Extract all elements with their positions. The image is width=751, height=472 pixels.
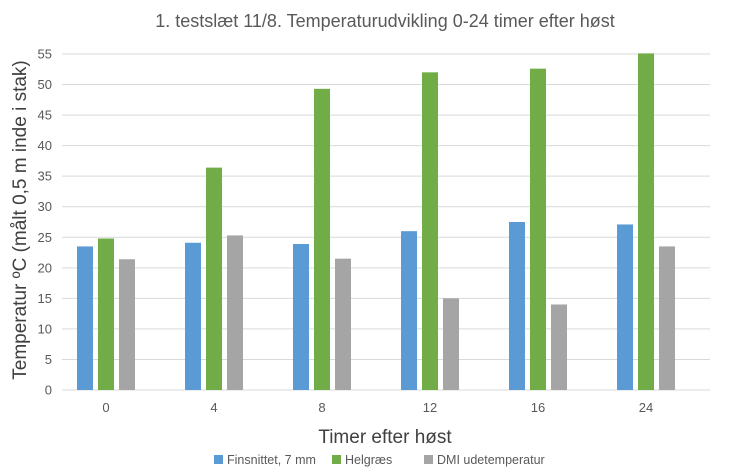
x-tick-label: 12 bbox=[423, 400, 437, 415]
y-tick-label: 0 bbox=[45, 383, 52, 398]
gridlines bbox=[62, 53, 710, 391]
bar-dmi-udetemperatur-16 bbox=[551, 304, 567, 390]
bar-dmi-udetemperatur-24 bbox=[659, 246, 675, 390]
y-tick-label: 30 bbox=[38, 199, 52, 214]
bar-helgræs-16 bbox=[530, 68, 546, 391]
bar-dmi-udetemperatur-4 bbox=[227, 235, 243, 390]
y-tick-label: 45 bbox=[38, 108, 52, 123]
bar-dmi-udetemperatur-12 bbox=[443, 298, 459, 390]
bar-helgræs-24 bbox=[638, 53, 654, 390]
y-tick-label: 5 bbox=[45, 352, 52, 367]
x-tick-label: 16 bbox=[531, 400, 545, 415]
y-axis-title: Temperatur ºC (målt 0,5 m inde i stak) bbox=[10, 60, 31, 379]
y-tick-label: 15 bbox=[38, 291, 52, 306]
y-tick-label: 35 bbox=[38, 169, 52, 184]
bar-dmi-udetemperatur-8 bbox=[335, 258, 351, 390]
legend: Finsnittet, 7 mm Helgræs DMI udetemperatur bbox=[214, 453, 545, 467]
x-tick-label: 8 bbox=[318, 400, 325, 415]
chart-title: 1. testslæt 11/8. Temperaturudvikling 0-… bbox=[155, 11, 615, 31]
x-tick-label: 24 bbox=[639, 400, 653, 415]
bars bbox=[77, 53, 675, 391]
y-axis-ticks: 0 5 10 15 20 25 30 35 40 45 50 55 bbox=[38, 47, 52, 398]
bar-helgræs-8 bbox=[314, 88, 330, 391]
x-axis-title: Timer efter høst bbox=[318, 427, 452, 448]
bar-dmi-udetemperatur-0 bbox=[119, 259, 135, 390]
bar-finsnittet-7-mm-0 bbox=[77, 246, 93, 390]
y-tick-label: 10 bbox=[38, 321, 52, 336]
legend-label: Helgræs bbox=[345, 453, 392, 467]
legend-swatch bbox=[424, 455, 433, 464]
bar-helgræs-0 bbox=[98, 238, 114, 390]
legend-label: Finsnittet, 7 mm bbox=[227, 453, 316, 467]
x-tick-label: 0 bbox=[102, 400, 109, 415]
y-tick-label: 20 bbox=[38, 260, 52, 275]
bar-helgræs-4 bbox=[206, 167, 222, 390]
y-tick-label: 50 bbox=[38, 77, 52, 92]
legend-swatch bbox=[214, 455, 223, 464]
bar-finsnittet-7-mm-4 bbox=[185, 242, 201, 390]
bar-finsnittet-7-mm-12 bbox=[401, 231, 417, 390]
x-axis-ticks: 0 4 8 12 16 24 bbox=[102, 400, 653, 415]
y-tick-label: 25 bbox=[38, 230, 52, 245]
legend-label: DMI udetemperatur bbox=[437, 453, 545, 467]
y-tick-label: 40 bbox=[38, 138, 52, 153]
x-tick-label: 4 bbox=[210, 400, 217, 415]
y-tick-label: 55 bbox=[38, 47, 52, 62]
bar-finsnittet-7-mm-24 bbox=[617, 224, 633, 390]
bar-helgræs-12 bbox=[422, 72, 438, 390]
bar-finsnittet-7-mm-16 bbox=[509, 222, 525, 390]
bar-finsnittet-7-mm-8 bbox=[293, 243, 309, 390]
legend-swatch bbox=[332, 455, 341, 464]
